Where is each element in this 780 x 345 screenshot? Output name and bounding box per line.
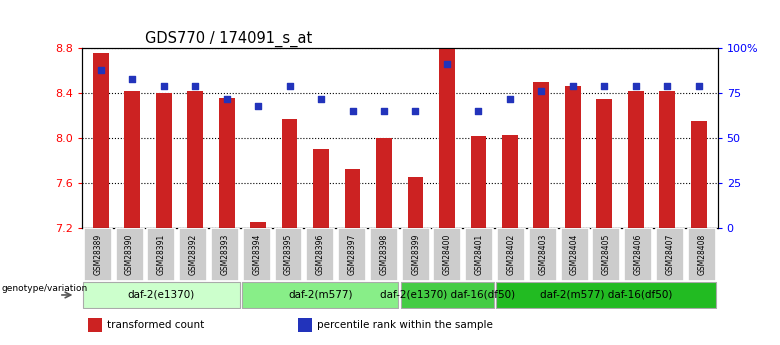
Text: GSM28405: GSM28405 xyxy=(602,234,611,275)
Point xyxy=(566,83,579,89)
Bar xyxy=(298,318,312,332)
FancyBboxPatch shape xyxy=(656,228,684,280)
Text: transformed count: transformed count xyxy=(108,321,204,331)
Point xyxy=(378,108,390,114)
Point xyxy=(315,96,328,101)
Text: GSM28391: GSM28391 xyxy=(157,234,166,275)
Bar xyxy=(124,91,140,228)
Text: GSM28401: GSM28401 xyxy=(475,234,484,275)
Text: daf-2(m577) daf-16(df50): daf-2(m577) daf-16(df50) xyxy=(541,290,672,300)
FancyBboxPatch shape xyxy=(242,282,399,308)
Bar xyxy=(93,53,108,228)
Text: daf-2(e1370): daf-2(e1370) xyxy=(128,290,195,300)
Bar xyxy=(502,135,518,228)
Bar xyxy=(250,222,266,228)
Point xyxy=(252,103,264,108)
Point xyxy=(158,83,170,89)
Bar xyxy=(534,82,549,228)
Bar xyxy=(470,136,486,228)
Text: GSM28397: GSM28397 xyxy=(348,234,356,275)
FancyBboxPatch shape xyxy=(211,228,239,280)
Text: percentile rank within the sample: percentile rank within the sample xyxy=(317,321,493,331)
FancyBboxPatch shape xyxy=(83,282,239,308)
Point xyxy=(693,83,705,89)
Bar xyxy=(376,138,392,228)
Bar xyxy=(219,98,235,228)
Text: GSM28392: GSM28392 xyxy=(189,234,197,275)
FancyBboxPatch shape xyxy=(307,228,335,280)
Text: GSM28408: GSM28408 xyxy=(697,234,706,275)
FancyBboxPatch shape xyxy=(179,228,207,280)
FancyBboxPatch shape xyxy=(243,228,271,280)
Text: GSM28407: GSM28407 xyxy=(665,234,675,275)
Point xyxy=(221,96,233,101)
Text: GSM28399: GSM28399 xyxy=(411,234,420,275)
Bar xyxy=(88,318,102,332)
Point xyxy=(346,108,359,114)
Bar xyxy=(439,48,455,228)
Point xyxy=(629,83,642,89)
Text: GSM28393: GSM28393 xyxy=(221,234,229,275)
Bar xyxy=(314,149,329,228)
Point xyxy=(283,83,296,89)
FancyBboxPatch shape xyxy=(529,228,557,280)
Bar xyxy=(565,86,580,228)
Bar xyxy=(628,91,644,228)
FancyBboxPatch shape xyxy=(688,228,716,280)
FancyBboxPatch shape xyxy=(561,228,589,280)
Bar xyxy=(597,99,612,228)
Text: GSM28396: GSM28396 xyxy=(316,234,324,275)
Text: daf-2(m577): daf-2(m577) xyxy=(288,290,353,300)
FancyBboxPatch shape xyxy=(401,282,494,308)
Text: GSM28398: GSM28398 xyxy=(379,234,388,275)
Text: GSM28400: GSM28400 xyxy=(443,234,452,275)
Point xyxy=(598,83,611,89)
Text: GSM28394: GSM28394 xyxy=(252,234,261,275)
Point xyxy=(126,76,139,81)
Point xyxy=(441,62,453,67)
FancyBboxPatch shape xyxy=(465,228,493,280)
Text: GSM28404: GSM28404 xyxy=(570,234,579,275)
Bar xyxy=(282,119,297,228)
FancyBboxPatch shape xyxy=(624,228,652,280)
Bar xyxy=(659,91,675,228)
FancyBboxPatch shape xyxy=(147,228,176,280)
Text: GSM28389: GSM28389 xyxy=(94,234,102,275)
Bar xyxy=(408,177,424,228)
FancyBboxPatch shape xyxy=(275,228,303,280)
Bar xyxy=(691,121,707,228)
Point xyxy=(472,108,484,114)
FancyBboxPatch shape xyxy=(496,282,716,308)
Text: GDS770 / 174091_s_at: GDS770 / 174091_s_at xyxy=(145,31,313,47)
Text: GSM28395: GSM28395 xyxy=(284,234,293,275)
Point xyxy=(189,83,201,89)
FancyBboxPatch shape xyxy=(402,228,430,280)
Bar xyxy=(156,93,172,228)
Text: daf-2(e1370) daf-16(df50): daf-2(e1370) daf-16(df50) xyxy=(380,290,515,300)
Bar xyxy=(345,169,360,228)
Text: GSM28390: GSM28390 xyxy=(125,234,134,275)
Text: genotype/variation: genotype/variation xyxy=(2,284,88,293)
Text: GSM28402: GSM28402 xyxy=(506,234,516,275)
FancyBboxPatch shape xyxy=(497,228,525,280)
Point xyxy=(94,67,107,72)
FancyBboxPatch shape xyxy=(115,228,144,280)
FancyBboxPatch shape xyxy=(434,228,462,280)
Bar xyxy=(187,91,203,228)
Point xyxy=(661,83,673,89)
Point xyxy=(410,108,422,114)
FancyBboxPatch shape xyxy=(338,228,366,280)
FancyBboxPatch shape xyxy=(83,228,112,280)
Point xyxy=(535,89,548,94)
Text: GSM28403: GSM28403 xyxy=(538,234,548,275)
FancyBboxPatch shape xyxy=(370,228,398,280)
Text: GSM28406: GSM28406 xyxy=(633,234,643,275)
FancyBboxPatch shape xyxy=(592,228,620,280)
Point xyxy=(504,96,516,101)
